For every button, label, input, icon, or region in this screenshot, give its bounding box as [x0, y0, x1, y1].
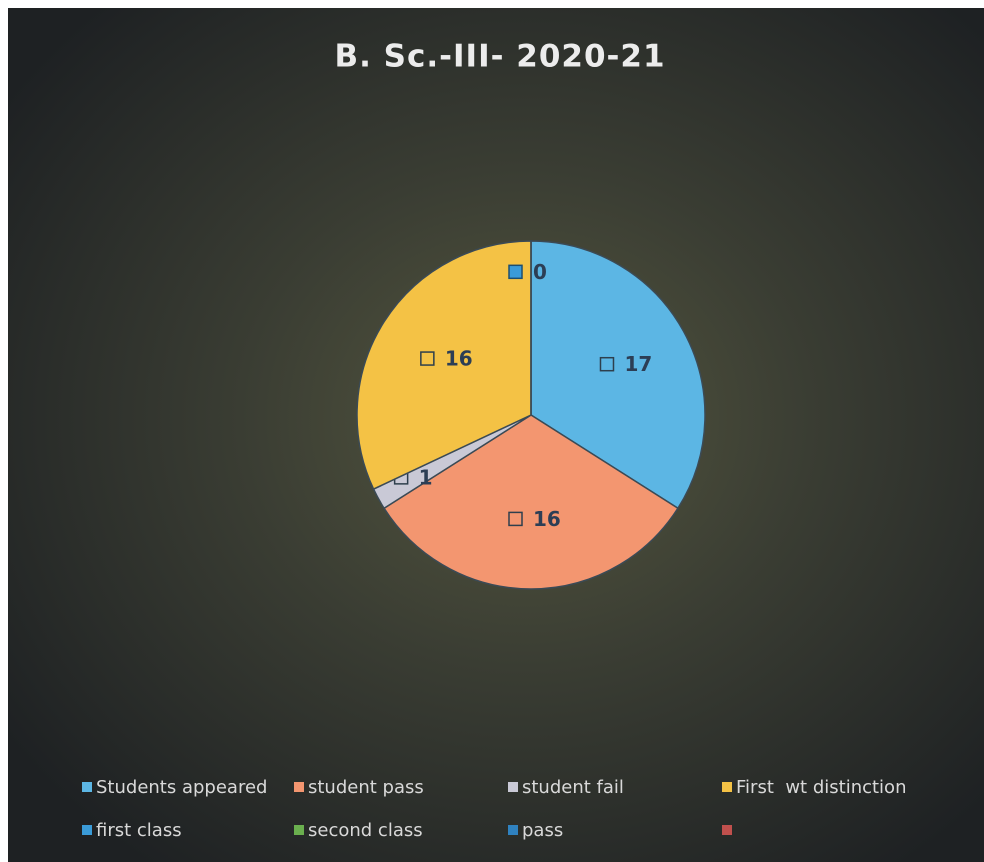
legend-label: first class: [96, 820, 182, 841]
legend-label: First wt distinction: [736, 777, 906, 798]
chart-title: B. Sc.-III- 2020-21: [334, 39, 665, 75]
label-key: [508, 264, 523, 280]
label-key: [599, 356, 615, 372]
label-key: [420, 351, 435, 366]
legend-label: second class: [308, 820, 423, 841]
data-label: 16: [445, 347, 473, 371]
legend-swatch: [294, 782, 304, 792]
data-label: 16: [533, 507, 561, 531]
data-label: 0: [533, 260, 547, 284]
legend: Students appeared student pass student fai…: [82, 777, 906, 841]
legend-swatch: [294, 825, 304, 835]
legend-swatch: [82, 825, 92, 835]
legend-swatch: [82, 782, 92, 792]
legend-swatch: [508, 782, 518, 792]
pie-slice: [383, 414, 679, 590]
label-key: [508, 511, 523, 527]
data-label: 1: [419, 465, 433, 489]
pie-slice: [530, 240, 706, 510]
legend-label: student fail: [522, 777, 624, 798]
pie: 17 16 1 16 0: [356, 240, 706, 590]
legend-label: pass: [522, 820, 563, 841]
pie-slice: [356, 240, 532, 491]
legend-swatch: [508, 825, 518, 835]
legend-label: student pass: [308, 777, 424, 798]
legend-label: Students appeared: [96, 777, 267, 798]
legend-swatch: [722, 825, 732, 835]
data-label: 17: [624, 352, 652, 376]
legend-swatch: [722, 782, 732, 792]
